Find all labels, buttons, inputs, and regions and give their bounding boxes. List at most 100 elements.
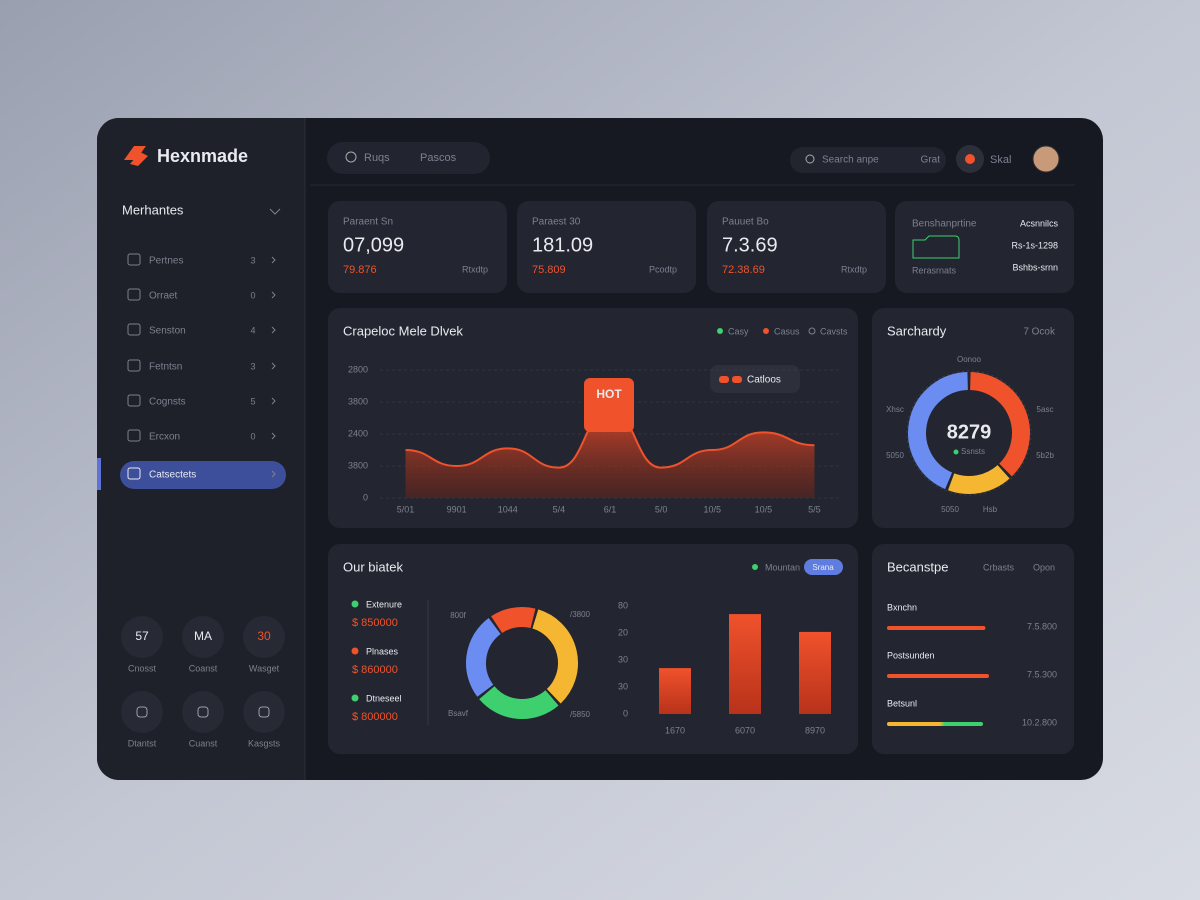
- donut-label: 5b2b: [1036, 451, 1054, 460]
- shortcut-button[interactable]: [121, 616, 163, 658]
- shortcut-label: Wasget: [249, 663, 280, 673]
- progress-bar: [887, 722, 983, 726]
- item-value: $ 850000: [352, 617, 398, 629]
- x-tick-label: 6/1: [604, 504, 617, 514]
- shortcut-icon: [258, 706, 270, 718]
- donut-filter[interactable]: 7 Ocok: [1023, 327, 1056, 338]
- stat-label: Paraest 30: [532, 217, 581, 228]
- progress-tab[interactable]: Opon: [1033, 562, 1055, 572]
- donut-card: [872, 308, 1074, 528]
- x-tick-label: 8970: [805, 725, 825, 735]
- toggle-text[interactable]: Srana: [812, 563, 834, 572]
- item-value: $ 860000: [352, 664, 398, 676]
- nav-label[interactable]: Fetntsn: [149, 362, 182, 373]
- x-tick-label: 9901: [447, 504, 467, 514]
- tooltip-text: Catloos: [747, 375, 781, 386]
- x-tick-label: 10/5: [755, 504, 773, 514]
- dynamic-layer: Pertnes 3 Orraet 0 Senston 4 Fetntsn 3 Cognsts 5 E…: [121, 201, 1058, 748]
- overview-card: [328, 544, 858, 754]
- nav-label[interactable]: Cognsts: [149, 397, 186, 408]
- summary-item: Bshbs-srnn: [1012, 262, 1058, 272]
- legend-dot: [752, 564, 758, 570]
- shortcut-icon: [136, 706, 148, 718]
- stat-label: Paraent Sn: [343, 217, 393, 228]
- nav-label[interactable]: Ercxon: [149, 432, 180, 443]
- search-text-2: Search anpe: [822, 155, 879, 166]
- legend-dot: [763, 328, 769, 334]
- donut-segment: [479, 685, 559, 719]
- shortcut-button[interactable]: [243, 616, 285, 658]
- donut-segment: [969, 372, 1030, 477]
- nav-count: 5: [250, 396, 255, 406]
- legend-dot: [717, 328, 723, 334]
- y-tick-label: 3800: [348, 460, 368, 470]
- donut-segment: [908, 372, 969, 490]
- active-nav-bg[interactable]: [120, 461, 286, 489]
- shortcut-button[interactable]: [182, 691, 224, 733]
- donut-label: 5asc: [1037, 405, 1054, 414]
- notification-dot: [965, 154, 975, 164]
- stat-note: Pcodtp: [649, 264, 677, 274]
- summary-title: Benshanprtine: [912, 219, 977, 230]
- y-tick-label: 30: [618, 654, 628, 664]
- stat-delta: 79.876: [343, 264, 377, 276]
- x-tick-label: 5/0: [655, 504, 668, 514]
- tooltip-box: [710, 365, 800, 393]
- sidebar-section: Merhantes: [122, 202, 184, 217]
- donut-title: Sarchardy: [887, 323, 947, 338]
- x-tick-label: 10/5: [703, 504, 721, 514]
- legend-label: Casy: [728, 326, 749, 336]
- nav-chevron: [271, 291, 276, 299]
- x-tick-label: 1044: [498, 504, 518, 514]
- nav-label[interactable]: Orraet: [149, 291, 178, 302]
- shortcut-button[interactable]: [121, 691, 163, 733]
- filter-text[interactable]: Pascos: [420, 152, 457, 164]
- nav-label[interactable]: Pertnes: [149, 256, 183, 267]
- shortcut-button[interactable]: [243, 691, 285, 733]
- summary-icon: [912, 235, 960, 259]
- nav-count: 3: [250, 255, 255, 265]
- avatar[interactable]: [1032, 145, 1060, 173]
- nav-count: 0: [250, 431, 255, 441]
- progress-value: 10.2.800: [1022, 717, 1057, 727]
- nav-label[interactable]: Senston: [149, 326, 186, 337]
- y-tick-label: 3800: [348, 396, 368, 406]
- stat-label: Pauuet Bo: [722, 217, 769, 228]
- overview-title: Our biatek: [343, 559, 403, 574]
- toggle[interactable]: [804, 559, 843, 575]
- chevron: [269, 208, 281, 215]
- donut-label: Hsb: [983, 505, 998, 514]
- tooltip-swatch: [719, 376, 729, 383]
- tooltip-swatch: [732, 376, 742, 383]
- brand: Hexnmade: [157, 146, 248, 166]
- shortcut-label: Cuanst: [189, 738, 218, 748]
- progress-title: Becanstpe: [887, 559, 948, 574]
- annotation: HOT: [596, 387, 622, 401]
- bar: [659, 668, 691, 714]
- donut-segment: [948, 464, 1010, 494]
- progress-bar: [887, 626, 986, 630]
- legend-dot: [808, 327, 816, 335]
- stat-delta: 75.809: [532, 264, 566, 276]
- item-dot: [351, 647, 359, 655]
- y-tick-label: 80: [618, 600, 628, 610]
- shortcut-button[interactable]: [182, 616, 224, 658]
- search-box-2[interactable]: [790, 147, 946, 173]
- active-indicator: [97, 458, 101, 490]
- y-tick-label: 0: [623, 708, 628, 718]
- nav-label[interactable]: Catsectets: [149, 470, 196, 481]
- nav-icon: [127, 323, 141, 336]
- donut-segment: [491, 607, 536, 634]
- nav-chevron: [271, 470, 276, 478]
- y-tick-label: 20: [618, 627, 628, 637]
- search-box[interactable]: [327, 142, 490, 174]
- progress-tab[interactable]: Crbasts: [983, 562, 1015, 572]
- nav-chevron: [271, 397, 276, 405]
- bar: [799, 631, 831, 714]
- donut-label: /5850: [570, 710, 591, 719]
- nav-icon: [127, 253, 141, 266]
- donut-label: 5050: [886, 451, 904, 460]
- legend-label: Casus: [774, 326, 800, 336]
- item-value: $ 800000: [352, 711, 398, 723]
